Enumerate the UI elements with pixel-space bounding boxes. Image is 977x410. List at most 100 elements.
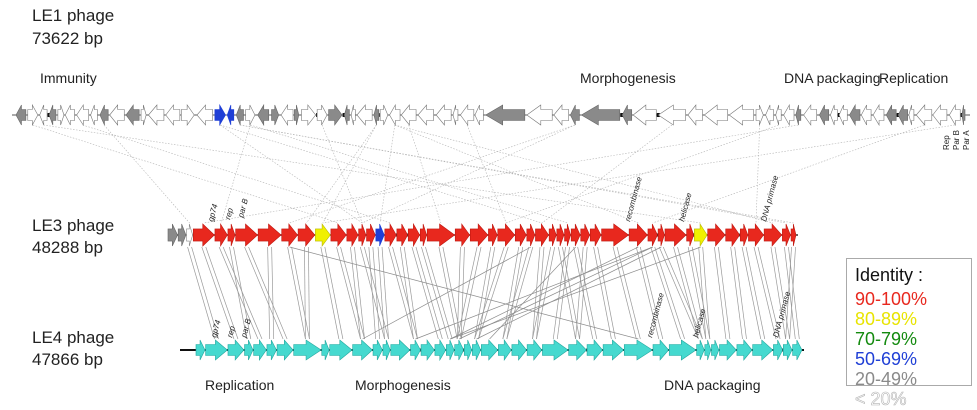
le1-le3-link [250, 124, 568, 224]
le4-phage-name: LE4 phage [32, 328, 115, 347]
le1-gene [64, 104, 75, 126]
le3-label-gp74: gp74 [206, 202, 219, 222]
le3-le4-link [616, 246, 641, 340]
le4-gene [244, 339, 254, 361]
le3-le4-link [377, 246, 385, 340]
le1-gene [373, 104, 380, 126]
le1-le3-link [103, 124, 190, 224]
le1-le3-link [394, 124, 639, 224]
le3-le4-link [354, 246, 365, 340]
le1-gene [344, 104, 350, 126]
le4-gene [382, 339, 391, 361]
le3-le4-link [304, 246, 306, 340]
le1-gene [99, 104, 109, 126]
le3-le4-link [191, 246, 219, 340]
le3-gene [375, 223, 385, 247]
le1-gene [687, 104, 703, 126]
le3-le4-link [757, 246, 781, 340]
le1-gene [872, 103, 885, 127]
le4-gene [668, 339, 697, 361]
le1-gene [400, 104, 417, 126]
le1-le3-link [755, 124, 760, 224]
le1-gene [452, 104, 459, 126]
le3-gene [748, 223, 764, 247]
le3-gene [407, 222, 421, 248]
le3-le4-link [403, 246, 418, 340]
le3-gene [628, 223, 648, 247]
le4-gene [526, 339, 543, 361]
le3-le4-link [575, 246, 584, 340]
le1-gene [226, 104, 235, 126]
le3-le4-link [411, 246, 439, 340]
le3-le4-link [368, 246, 377, 340]
le4-label-rep: rep [225, 324, 237, 338]
le1-label-par-a: Par A [962, 130, 971, 150]
le4-gene [420, 339, 435, 361]
le1-intergenic-mark [620, 113, 624, 117]
le3-gene [257, 223, 282, 247]
le3-gene [235, 223, 259, 247]
le3-gene [707, 223, 726, 247]
le3-le4-link [714, 246, 727, 340]
le3-le4-cross-link [476, 246, 662, 340]
le3-le4-link [399, 246, 414, 340]
le1-gene [961, 104, 966, 126]
le4-gene [454, 339, 465, 361]
le3-gene [330, 223, 347, 247]
le3-gene [725, 223, 741, 247]
le3-le4-link [770, 246, 786, 340]
le4-gene [602, 339, 625, 361]
le3-gene [281, 223, 298, 247]
le1-le3-link [220, 124, 543, 224]
le1-gene [908, 104, 915, 126]
le3-gene [514, 223, 527, 247]
le3-le4-link [650, 246, 681, 340]
le3-gene [570, 223, 581, 247]
le1-gene [27, 103, 39, 127]
le4-gene [321, 339, 330, 361]
le3-gene [366, 223, 376, 247]
le1-gene [214, 103, 226, 127]
le3-label-rep: rep [223, 206, 235, 220]
legend-item-20-49: 20-49% [855, 369, 918, 389]
le1-module-morphogenesis: Morphogenesis [580, 70, 676, 86]
le3-le4-link [442, 246, 462, 340]
le3-gene [686, 223, 695, 247]
le4-gene [623, 339, 653, 361]
le3-le4-link [741, 246, 762, 340]
le1-gene [15, 104, 27, 126]
le1-gene [165, 104, 181, 126]
le1-module-replication: Replication [879, 70, 949, 86]
le3-le4-link [291, 246, 310, 340]
le3-le4-link [350, 246, 361, 340]
le4-gene [498, 339, 512, 361]
le1-phage-name: LE1 phage [32, 6, 115, 25]
le3-label-helicase: helicase [677, 191, 693, 222]
le1-gene [109, 104, 125, 126]
le3-le4-link [691, 246, 711, 340]
le3-le4-link [478, 246, 496, 340]
le1-gene [775, 104, 782, 126]
le1-gene [316, 104, 328, 126]
le3-le4-cross-link [489, 246, 576, 340]
le1-gene [621, 104, 633, 126]
le3-gene [589, 223, 602, 247]
le3-gene [526, 223, 536, 247]
le3-gene [580, 223, 590, 247]
le3-gene [192, 223, 215, 247]
le1-le3-link [379, 124, 396, 224]
le4-gene [390, 339, 411, 361]
le3-le4-link [502, 246, 530, 340]
le1-gene [657, 104, 686, 126]
le3-le4-link [612, 246, 637, 340]
le3-le4-similarity-links [187, 246, 800, 340]
le3-le4-link [372, 246, 381, 340]
le3-gene [315, 223, 331, 247]
le1-le3-similarity-links [32, 124, 955, 224]
le1-gene [417, 104, 434, 126]
le3-le4-link [388, 246, 414, 340]
le1-gene [795, 104, 802, 126]
le1-module-immunity: Immunity [40, 70, 97, 86]
le1-gene [474, 104, 484, 126]
